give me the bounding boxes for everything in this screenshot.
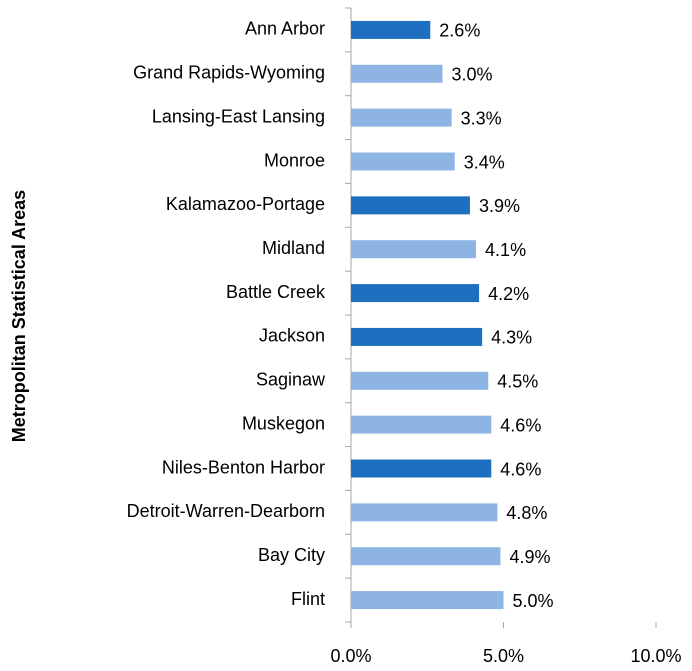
value-label: 4.5%: [497, 372, 538, 392]
value-label: 4.2%: [488, 284, 529, 304]
value-label: 5.0%: [513, 591, 554, 611]
x-tick-label: 0.0%: [330, 646, 371, 666]
value-label: 4.6%: [500, 415, 541, 435]
y-tick-label: Niles-Benton Harbor: [162, 457, 325, 477]
bar: [351, 503, 498, 522]
y-tick-label: Jackson: [259, 326, 325, 346]
bar: [351, 591, 504, 610]
value-label: 3.0%: [452, 65, 493, 85]
y-tick-label: Bay City: [258, 545, 325, 565]
bar: [351, 196, 470, 215]
y-tick-label: Saginaw: [256, 370, 326, 390]
bar: [351, 152, 455, 171]
y-tick-label: Ann Arbor: [245, 19, 325, 39]
y-tick-label: Midland: [262, 238, 325, 258]
value-label: 3.4%: [464, 152, 505, 172]
bar: [351, 415, 492, 434]
y-tick-label: Monroe: [264, 150, 325, 170]
value-label: 4.3%: [491, 328, 532, 348]
y-tick-label: Detroit-Warren-Dearborn: [127, 501, 325, 521]
y-tick-label: Flint: [291, 589, 325, 609]
y-tick-label: Kalamazoo-Portage: [166, 194, 325, 214]
value-label: 4.9%: [509, 547, 550, 567]
value-label: 3.3%: [461, 108, 502, 128]
value-label: 2.6%: [439, 21, 480, 41]
value-label: 4.8%: [506, 503, 547, 523]
y-tick-label: Muskegon: [242, 413, 325, 433]
bar: [351, 327, 483, 346]
y-tick-label: Grand Rapids-Wyoming: [133, 63, 325, 83]
y-tick-label: Battle Creek: [226, 282, 326, 302]
bar: [351, 459, 492, 478]
value-label: 4.1%: [485, 240, 526, 260]
x-tick-label: 10.0%: [630, 646, 681, 666]
bar: [351, 64, 443, 83]
value-label: 4.6%: [500, 459, 541, 479]
value-label: 3.9%: [479, 196, 520, 216]
bar: [351, 20, 431, 39]
bar: [351, 284, 480, 303]
x-tick-label: 5.0%: [483, 646, 524, 666]
y-tick-label: Lansing-East Lansing: [152, 106, 325, 126]
y-axis-title: Metropolitan Statistical Areas: [9, 190, 29, 442]
bar: [351, 371, 489, 390]
bar: [351, 547, 501, 566]
bar: [351, 240, 477, 259]
bar: [351, 108, 452, 127]
